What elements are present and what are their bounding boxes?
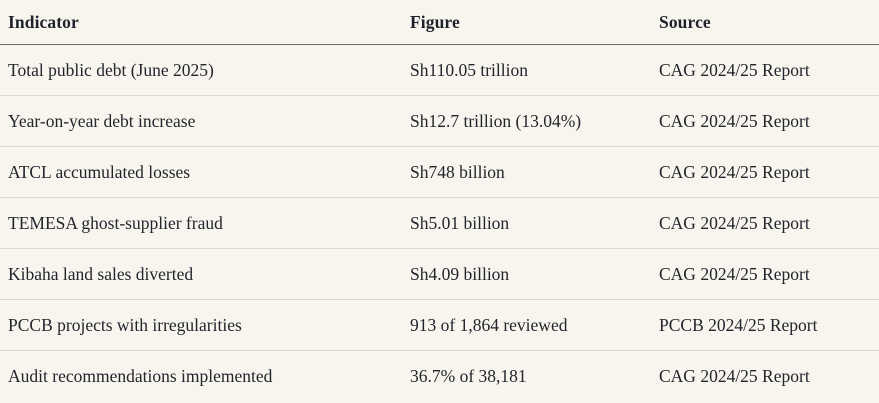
cell-figure: Sh12.7 trillion (13.04%): [402, 95, 651, 147]
cell-figure: Sh110.05 trillion: [402, 44, 651, 96]
cell-indicator: PCCB projects with irregularities: [0, 299, 402, 351]
cell-source: CAG 2024/25 Report: [651, 197, 879, 249]
header-row: Indicator Figure Source: [0, 0, 879, 45]
table-header: Indicator Figure Source: [0, 0, 879, 45]
cell-figure: Sh748 billion: [402, 146, 651, 198]
cell-source: PCCB 2024/25 Report: [651, 299, 879, 351]
cell-source: CAG 2024/25 Report: [651, 146, 879, 198]
cell-figure: 36.7% of 38,181: [410, 365, 527, 386]
table-row: TEMESA ghost-supplier fraud Sh5.01 billi…: [0, 197, 879, 249]
cell-indicator: Audit recommendations implemented: [8, 365, 273, 386]
table-row: Year-on-year debt increase Sh12.7 trilli…: [0, 95, 879, 147]
cell-figure: Sh4.09 billion: [402, 248, 651, 300]
table-body: Total public debt (June 2025) Sh110.05 t…: [0, 44, 879, 402]
table-row: Kibaha land sales diverted Sh4.09 billio…: [0, 248, 879, 300]
cell-figure: Sh5.01 billion: [402, 197, 651, 249]
cell-indicator: Kibaha land sales diverted: [0, 248, 402, 300]
cell-source: CAG 2024/25 Report: [651, 248, 879, 300]
table-row: ATCL accumulated losses Sh748 billion CA…: [0, 146, 879, 198]
cell-indicator: Total public debt (June 2025): [0, 44, 402, 96]
cell-source: CAG 2024/25 Report: [659, 365, 810, 386]
cell-indicator: ATCL accumulated losses: [0, 146, 402, 198]
table-row: Total public debt (June 2025) Sh110.05 t…: [0, 44, 879, 96]
cell-indicator: Year-on-year debt increase: [0, 95, 402, 147]
cell-figure: 913 of 1,864 reviewed: [402, 299, 651, 351]
column-header-indicator: Indicator: [0, 0, 402, 45]
cell-source: CAG 2024/25 Report: [651, 44, 879, 96]
cell-indicator: TEMESA ghost-supplier fraud: [0, 197, 402, 249]
table-row: Audit recommendations implemented 36.7% …: [0, 351, 879, 402]
column-header-source: Source: [651, 0, 879, 45]
column-header-figure: Figure: [402, 0, 651, 45]
cell-source: CAG 2024/25 Report: [651, 95, 879, 147]
table-row: PCCB projects with irregularities 913 of…: [0, 299, 879, 351]
